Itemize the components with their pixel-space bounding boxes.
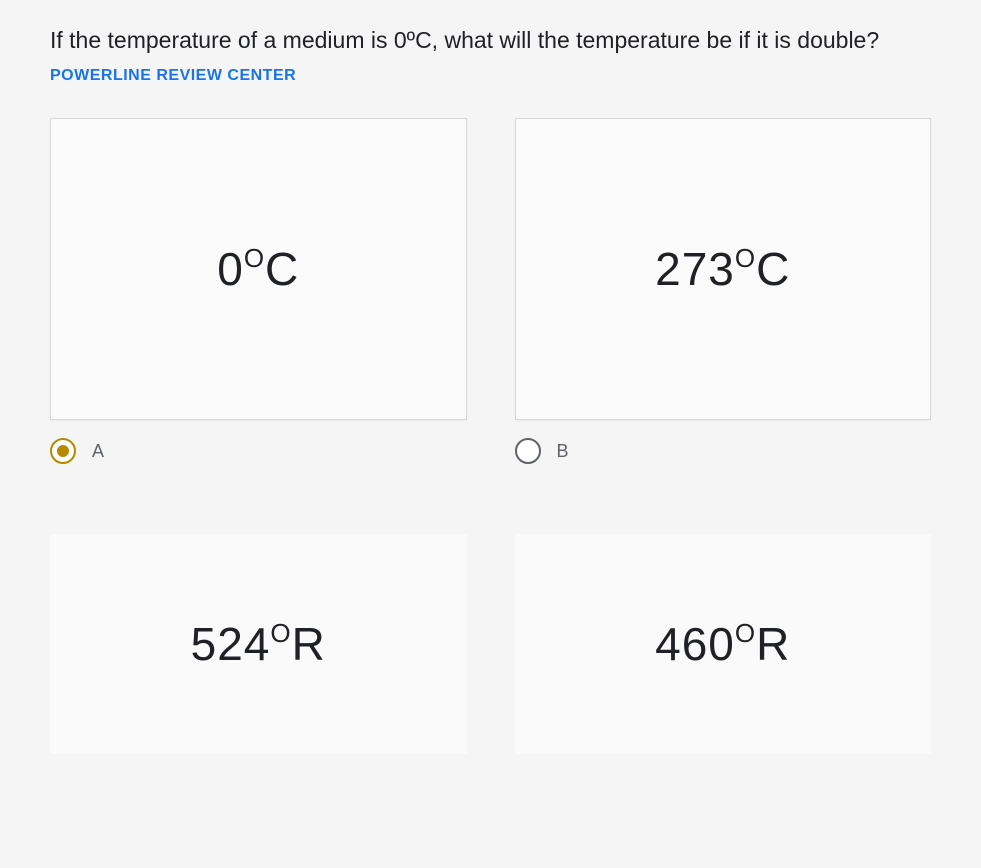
- option-b-box[interactable]: 273OC: [515, 118, 932, 420]
- option-a-label: A: [92, 441, 104, 462]
- option-d-number: 460: [655, 618, 735, 670]
- question-text: If the temperature of a medium is 0ºC, w…: [50, 24, 931, 88]
- option-c-value: 524OR: [191, 617, 326, 671]
- option-a-sup: O: [244, 243, 265, 273]
- option-a-number: 0: [217, 243, 244, 295]
- option-a-box[interactable]: 0OC: [50, 118, 467, 420]
- option-b-cell: 273OC B: [515, 118, 932, 464]
- option-d-box[interactable]: 460OR: [515, 534, 932, 754]
- option-c-unit: R: [292, 618, 326, 670]
- option-d-unit: R: [756, 618, 790, 670]
- brand-label: POWERLINE REVIEW CENTER: [50, 67, 296, 84]
- option-d-cell: 460OR: [515, 534, 932, 754]
- option-a-cell: 0OC A: [50, 118, 467, 464]
- option-b-number: 273: [655, 243, 735, 295]
- option-a-unit: C: [265, 243, 299, 295]
- option-b-sup: O: [735, 243, 756, 273]
- option-a-radio[interactable]: [50, 438, 76, 464]
- option-b-radio[interactable]: [515, 438, 541, 464]
- option-a-radio-dot: [57, 445, 69, 457]
- option-c-cell: 524OR: [50, 534, 467, 754]
- option-d-sup: O: [735, 618, 756, 648]
- question-body: If the temperature of a medium is 0ºC, w…: [50, 27, 879, 53]
- option-a-radio-row: A: [50, 438, 467, 464]
- option-b-radio-row: B: [515, 438, 932, 464]
- option-c-sup: O: [270, 618, 291, 648]
- option-b-value: 273OC: [655, 242, 790, 296]
- option-b-unit: C: [756, 243, 790, 295]
- option-b-label: B: [557, 441, 569, 462]
- option-c-number: 524: [191, 618, 271, 670]
- quiz-container: If the temperature of a medium is 0ºC, w…: [0, 0, 981, 754]
- option-d-value: 460OR: [655, 617, 790, 671]
- option-c-box[interactable]: 524OR: [50, 534, 467, 754]
- options-grid: 0OC A 273OC B: [50, 118, 931, 754]
- option-a-value: 0OC: [217, 242, 299, 296]
